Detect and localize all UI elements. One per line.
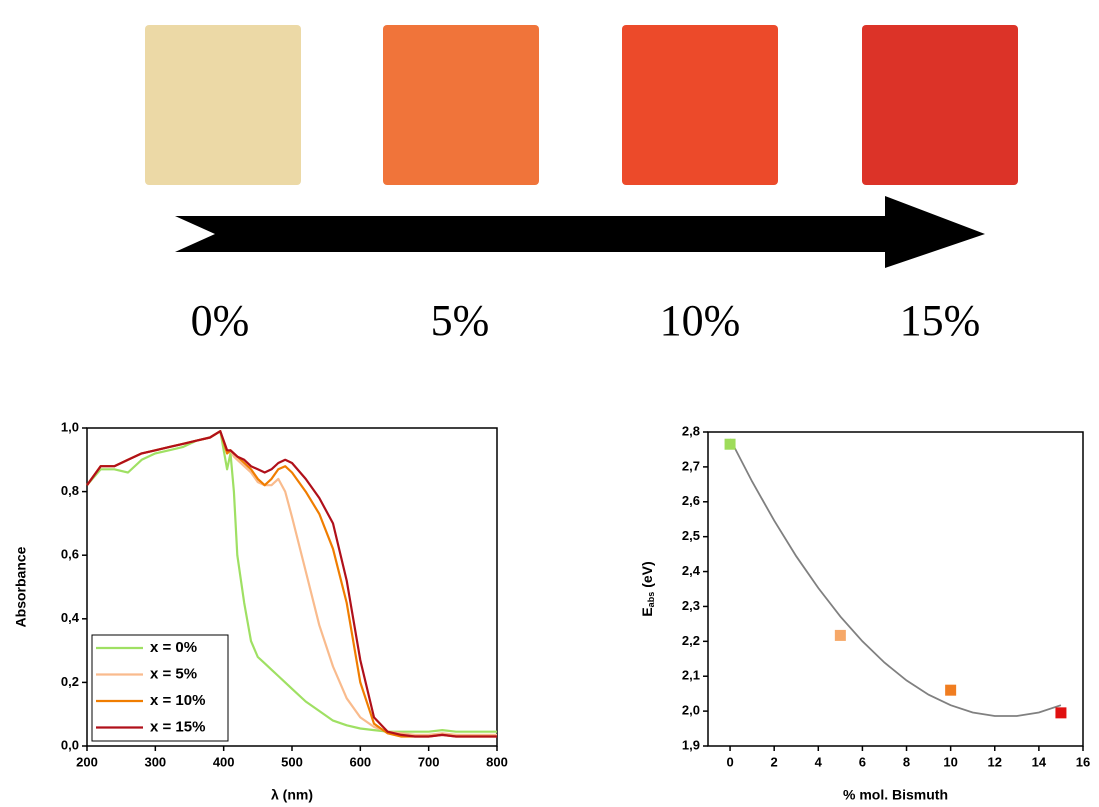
- arrow: [175, 196, 985, 268]
- legend-label: x = 0%: [150, 639, 197, 656]
- sample-label: 0%: [191, 296, 250, 345]
- y-axis-label: Eabs (eV): [639, 561, 657, 616]
- y-tick-label: 2,8: [682, 423, 700, 438]
- y-axis-label: Absorbance: [13, 546, 29, 627]
- x-tick-label: 4: [815, 754, 823, 769]
- y-tick-label: 2,4: [682, 563, 701, 578]
- y-tick-label: 2,3: [682, 598, 700, 613]
- plot-frame: [707, 431, 1084, 747]
- y-tick-label: 2,0: [682, 703, 700, 718]
- sample-swatch: [622, 25, 778, 185]
- x-tick-label: 2: [771, 754, 778, 769]
- y-axis-label-unit: (eV): [639, 561, 655, 587]
- x-tick-label: 6: [859, 754, 866, 769]
- x-tick-label: 16: [1076, 754, 1090, 769]
- x-tick-label: 400: [213, 754, 235, 769]
- y-tick-label: 0,8: [61, 483, 79, 498]
- x-axis-label: λ (nm): [271, 787, 313, 803]
- sample-label: 5%: [431, 296, 490, 345]
- x-tick-label: 200: [76, 754, 98, 769]
- x-tick-label: 8: [903, 754, 910, 769]
- sample-label: 10%: [660, 296, 741, 345]
- y-tick-label: 2,7: [682, 458, 700, 473]
- legend-label: x = 10%: [150, 692, 205, 709]
- x-tick-label: 700: [418, 754, 440, 769]
- sample-swatch: [383, 25, 539, 185]
- y-tick-label: 0,4: [61, 610, 80, 625]
- x-tick-label: 800: [486, 754, 508, 769]
- y-axis-label-main: E: [639, 607, 655, 616]
- y-tick-label: 2,6: [682, 493, 700, 508]
- x-tick-label: 300: [144, 754, 166, 769]
- sample-swatch: [862, 25, 1018, 185]
- data-point: [945, 684, 957, 696]
- legend-label: x = 15%: [150, 718, 205, 735]
- y-tick-label: 1,9: [682, 737, 700, 752]
- y-tick-label: 2,1: [682, 668, 700, 683]
- series-line: [86, 430, 497, 738]
- fit-curve: [729, 438, 1062, 717]
- data-point: [1055, 707, 1067, 719]
- y-tick-label: 2,5: [682, 528, 700, 543]
- data-point: [724, 438, 736, 450]
- sample-label: 15%: [900, 296, 981, 345]
- x-tick-label: 12: [988, 754, 1002, 769]
- legend-box: [91, 634, 229, 742]
- sample-swatch: [145, 25, 301, 185]
- x-tick-label: 0: [726, 754, 733, 769]
- series-line: [86, 430, 497, 733]
- y-tick-label: 0,0: [61, 737, 79, 752]
- data-point: [834, 629, 846, 641]
- y-tick-label: 0,2: [61, 674, 79, 689]
- y-axis-label-sub: abs: [646, 592, 656, 608]
- y-tick-label: 2,2: [682, 633, 700, 648]
- y-tick-label: 0,6: [61, 547, 79, 562]
- x-tick-label: 500: [281, 754, 303, 769]
- x-tick-label: 10: [943, 754, 957, 769]
- x-axis-label: % mol. Bismuth: [843, 787, 948, 803]
- legend-label: x = 5%: [150, 665, 197, 682]
- x-tick-label: 14: [1032, 754, 1047, 769]
- x-tick-label: 600: [349, 754, 371, 769]
- y-tick-label: 1,0: [61, 419, 79, 434]
